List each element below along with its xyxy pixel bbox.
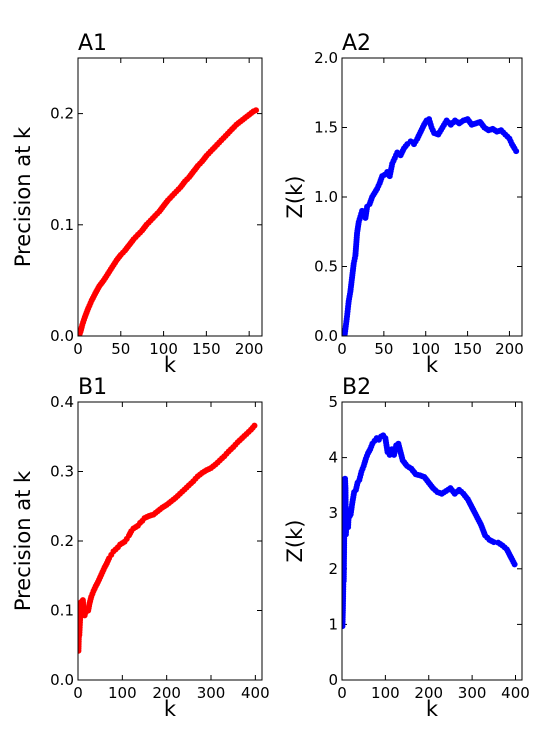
x-tick-label: 50 bbox=[111, 340, 130, 358]
y-axis-label: Precision at k bbox=[11, 126, 35, 267]
y-axis-label: Z(k) bbox=[283, 520, 307, 563]
x-tick-label: 200 bbox=[152, 684, 181, 702]
y-axis-label: Precision at k bbox=[11, 470, 35, 611]
axes-frame bbox=[341, 57, 523, 337]
panel-b1: 0 100 200 300 400 0.0 0.1 0.2 0.3 0.4B1 k Precision… bbox=[11, 375, 270, 721]
x-tick-label: 0 bbox=[337, 340, 347, 358]
data-points bbox=[342, 432, 518, 630]
x-tick-label: 100 bbox=[108, 684, 137, 702]
x-tick-label: 100 bbox=[371, 684, 400, 702]
data-point bbox=[251, 422, 258, 429]
x-tick-label: 0 bbox=[73, 340, 83, 358]
y-tick-label: 0.0 bbox=[50, 671, 74, 689]
x-tick-label: 0 bbox=[73, 684, 83, 702]
data-point bbox=[253, 107, 260, 114]
y-tick-label: 0.2 bbox=[50, 532, 74, 550]
x-tick-label: 400 bbox=[241, 684, 270, 702]
x-tick-label: 200 bbox=[235, 340, 264, 358]
y-tick-label: 5 bbox=[328, 393, 338, 411]
x-tick-label: 200 bbox=[495, 340, 524, 358]
y-tick-label: 0.5 bbox=[314, 258, 338, 276]
x-tick-label: 300 bbox=[458, 684, 487, 702]
x-axis-label: k bbox=[426, 353, 439, 377]
x-axis-label: k bbox=[426, 697, 439, 721]
x-axis-label: k bbox=[164, 697, 177, 721]
data-point bbox=[513, 148, 520, 155]
x-tick-label: 0 bbox=[337, 684, 347, 702]
data-point bbox=[511, 561, 518, 568]
panel-title: A1 bbox=[78, 31, 107, 56]
panel-a1: 0 50 100 150 200 0.0 0.1 0.2 A1 k Precision at k bbox=[11, 31, 263, 377]
y-tick-label: 0.3 bbox=[50, 463, 74, 481]
x-axis-label: k bbox=[164, 353, 177, 377]
panel-title: A2 bbox=[342, 31, 371, 56]
y-tick-label: 4 bbox=[328, 449, 338, 467]
x-tick-label: 50 bbox=[374, 340, 393, 358]
x-tick-label: 300 bbox=[197, 684, 226, 702]
data-points bbox=[342, 116, 520, 336]
y-tick-label: 0.0 bbox=[314, 327, 338, 345]
y-tick-label: 1.0 bbox=[314, 188, 338, 206]
panel-title: B2 bbox=[342, 375, 371, 400]
y-tick-label: 3 bbox=[328, 504, 338, 522]
y-tick-label: 2.0 bbox=[314, 49, 338, 67]
y-tick-label: 1.5 bbox=[314, 119, 338, 137]
panel-title: B1 bbox=[78, 375, 107, 400]
data-points bbox=[78, 107, 260, 336]
y-tick-label: 0 bbox=[328, 671, 338, 689]
y-tick-label: 2 bbox=[328, 560, 338, 578]
panel-a2: 0 50 100 150 200 0.0 0.5 1.0 1.5 2.0A2 k Z(k) bbox=[283, 31, 524, 377]
axes-frame bbox=[77, 57, 263, 337]
x-tick-label: 100 bbox=[411, 340, 440, 358]
x-tick-label: 150 bbox=[453, 340, 482, 358]
x-tick-label: 200 bbox=[414, 684, 443, 702]
y-tick-label: 0.2 bbox=[50, 105, 74, 123]
x-tick-label: 150 bbox=[192, 340, 221, 358]
y-tick-label: 1 bbox=[328, 615, 338, 633]
y-axis-label: Z(k) bbox=[283, 176, 307, 219]
data-points bbox=[78, 422, 258, 654]
x-tick-label: 400 bbox=[501, 684, 530, 702]
y-tick-label: 0.0 bbox=[50, 327, 74, 345]
y-tick-label: 0.4 bbox=[50, 393, 74, 411]
y-tick-label: 0.1 bbox=[50, 602, 74, 620]
axes-frame bbox=[77, 401, 263, 681]
x-tick-label: 100 bbox=[149, 340, 178, 358]
axes-frame bbox=[341, 401, 523, 681]
y-tick-label: 0.1 bbox=[50, 216, 74, 234]
panel-b2: 0 100 200 300 400 0 1 2 3 4 5B2 k Z(k) bbox=[283, 375, 530, 721]
